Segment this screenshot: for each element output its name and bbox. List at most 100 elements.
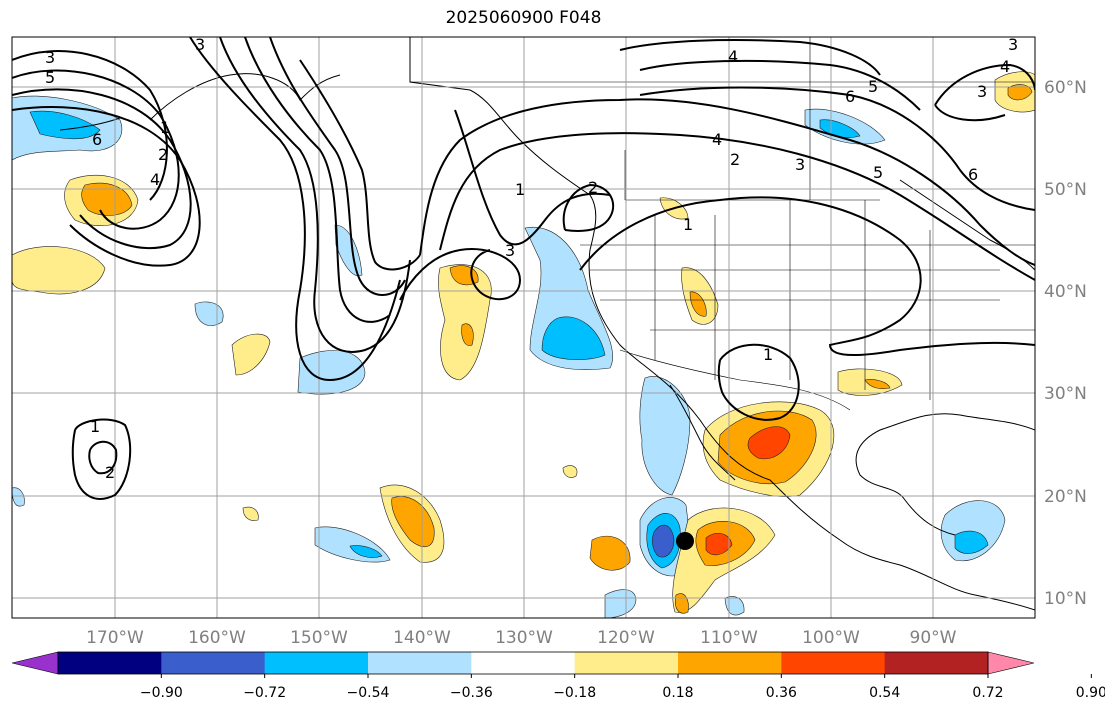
colorbar-swatch [161,652,266,674]
gridlines [12,37,1035,618]
anomaly-negative-region [29,110,101,140]
colorbar-swatch [58,652,162,674]
contour-line [219,37,411,353]
contour-line [88,440,118,475]
contour-label: 2 [105,463,115,482]
contour-label: 5 [873,163,883,182]
contour-label: 3 [1008,35,1018,54]
contour-label: 6 [968,165,978,184]
contour-label: 2 [730,150,740,169]
map-title: 2025060900 F048 [445,8,602,28]
contour-label: 1 [160,118,170,137]
anomaly-positive-region [1007,84,1033,101]
contour-label: 6 [92,130,102,149]
shaded-anomaly-layer [12,71,1035,618]
coastline [409,37,1035,611]
anomaly-negative-region [541,316,606,361]
contour-line [619,39,881,76]
contour-line [299,59,421,271]
location-marker [676,532,694,550]
contour-label: 1 [515,180,525,199]
longitude-label: 160°W [188,628,246,648]
anomaly-negative-region [639,376,691,496]
contour-line [717,343,800,421]
latitude-label: 50°N [1044,180,1087,200]
anomaly-positive-region [747,426,791,460]
longitude-label: 90°W [910,628,957,648]
latitude-axis: 60°N 50°N 40°N 30°N 20°N 10°N [1044,78,1087,609]
colorbar-swatch [471,652,576,674]
colorbar-tick-label: −0.36 [450,685,493,701]
anomaly-positive-region [461,323,474,346]
longitude-axis: 170°W 160°W 150°W 140°W 130°W 120°W 110°… [86,628,957,648]
contour-line [439,132,1035,281]
contour-label: 4 [728,47,738,66]
contour-labels: 3 5 6 1 2 4 3 3 2 1 1 2 3 4 4 5 6 5 6 3 … [45,35,1018,482]
anomaly-positive-region [689,291,707,317]
contour-label: 1 [763,345,773,364]
contour-label: 1 [683,215,693,234]
contour-line [71,418,132,500]
colorbar-tick-label: 0.54 [869,685,900,701]
anomaly-negative-region [954,530,989,554]
longitude-label: 110°W [700,628,758,648]
longitude-label: 170°W [86,628,144,648]
contour-line [269,37,406,296]
longitude-label: 140°W [393,628,451,648]
contour-line [639,59,921,111]
coastline [149,73,341,121]
border [619,349,851,411]
anomaly-positive-region [864,379,891,390]
colorbar-tick-label: −0.72 [243,685,286,701]
anomaly-positive-region [12,246,106,295]
contour-line [419,98,1035,266]
coastline [855,413,1035,536]
colorbar-frame [57,651,989,675]
anomaly-positive-region [438,264,492,381]
latitude-label: 60°N [1044,78,1087,98]
latitude-label: 30°N [1044,384,1087,404]
colorbar-tick-label: −0.18 [553,685,596,701]
colorbar-tick-label: −0.90 [140,685,183,701]
colorbar-tick-label: 0.18 [662,685,693,701]
colorbar-tick-label: −0.54 [347,685,390,701]
contour-line [399,248,522,301]
contour-label: 3 [795,155,805,174]
anomaly-positive-region [675,593,689,614]
contour-label: 3 [505,241,515,260]
anomaly-positive-region [589,535,631,571]
contour-line [189,37,401,382]
longitude-label: 150°W [290,628,348,648]
anomaly-positive-region [562,465,578,478]
colorbar-tick-label: 0.72 [972,685,1003,701]
contour-label: 5 [45,68,55,87]
latitude-label: 20°N [1044,487,1087,507]
anomaly-negative-region [194,301,224,326]
anomaly-negative-region [604,589,637,618]
contour-label: 2 [158,145,168,164]
anomaly-positive-region [705,532,733,556]
contour-line [562,183,615,232]
colorbar-tick-label: 0.90 [1076,685,1105,701]
contour-label: 1 [90,417,100,436]
contour-line [934,63,1035,122]
contour-label: 4 [712,130,722,149]
contour-line [579,196,1035,356]
contour-line [12,50,168,201]
contour-label: 2 [588,178,598,197]
colorbar-swatch [574,652,679,674]
anomaly-negative-region [12,487,25,507]
longitude-label: 100°W [802,628,860,648]
anomaly-negative-region [819,119,861,138]
anomaly-negative-region [349,545,383,558]
latitude-label: 10°N [1044,589,1087,609]
colorbar-swatch [368,652,472,674]
contour-layer [12,37,1035,500]
latitude-label: 40°N [1044,282,1087,302]
colorbar-extend-min [11,651,59,675]
longitude-label: 120°W [597,628,655,648]
colorbar-swatch [264,652,369,674]
anomaly-positive-region [391,496,435,548]
coastline-layer [59,37,1035,611]
map-frame [11,36,1036,619]
